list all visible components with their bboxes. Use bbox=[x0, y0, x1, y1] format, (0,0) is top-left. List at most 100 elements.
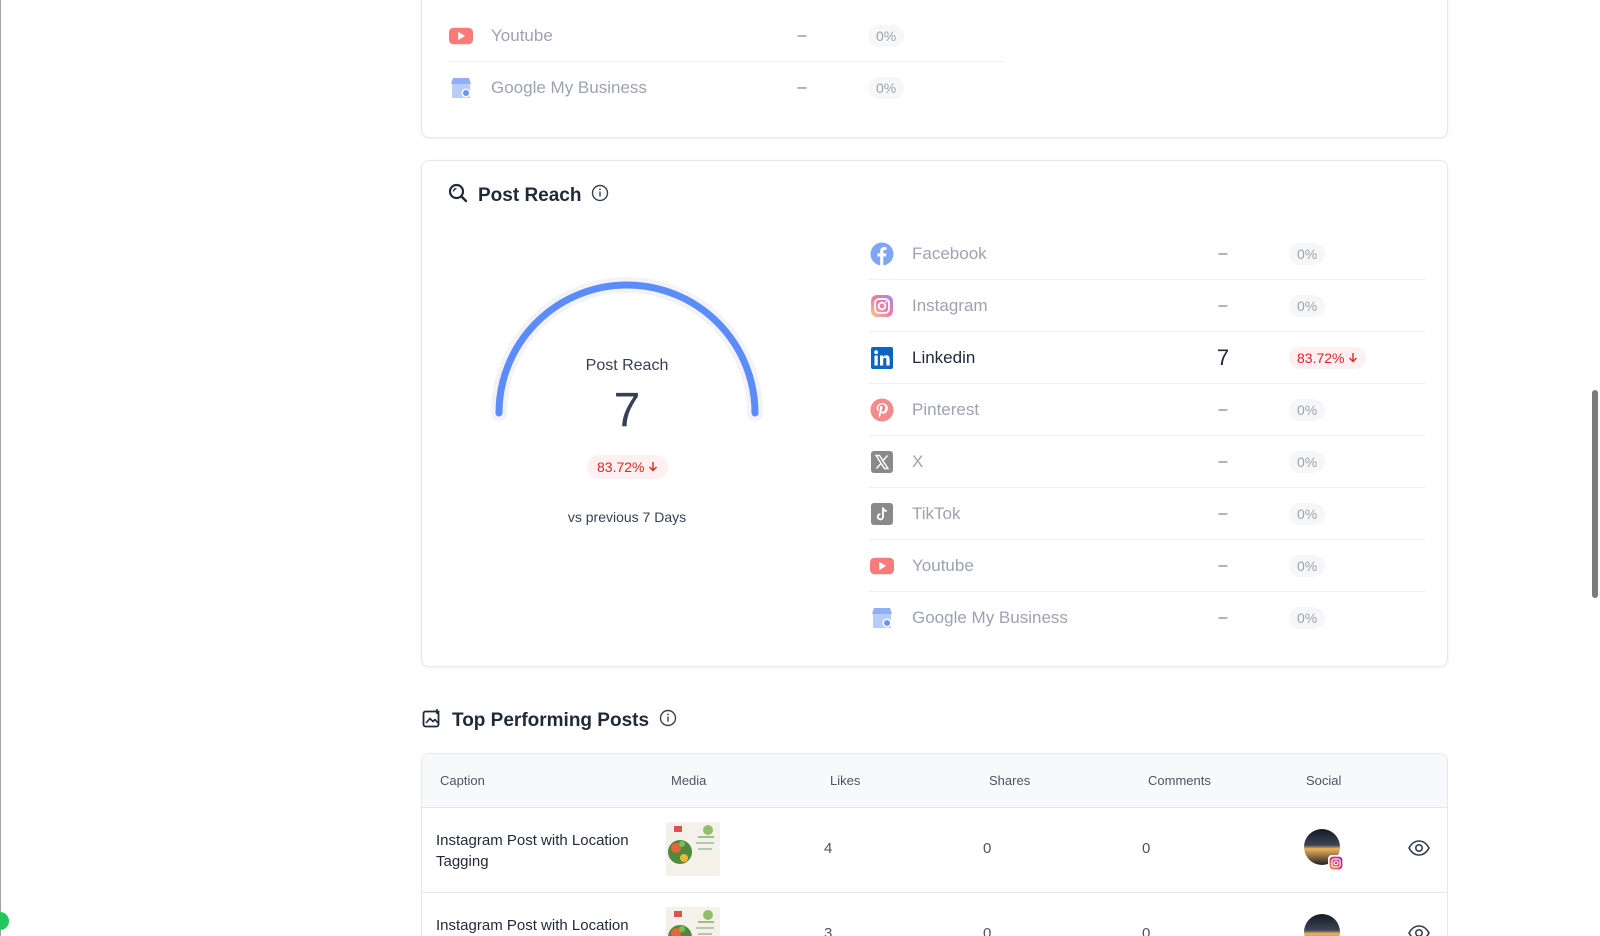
youtube-icon bbox=[449, 24, 473, 48]
platform-name: Google My Business bbox=[491, 78, 647, 97]
account-avatar bbox=[1304, 914, 1340, 936]
platform-row-instagram: Instagram – 0% bbox=[869, 280, 1425, 332]
top-posts-header: Top Performing Posts bbox=[422, 708, 677, 733]
platform-name: Pinterest bbox=[912, 399, 980, 419]
platform-name: Facebook bbox=[912, 243, 987, 263]
section-title: Top Performing Posts bbox=[452, 709, 650, 731]
search-icon bbox=[448, 183, 468, 208]
platform-row-tiktok: TikTok – 0% bbox=[869, 488, 1425, 540]
gauge-label: Post Reach bbox=[585, 357, 669, 374]
gauge-value: 7 bbox=[613, 384, 641, 437]
gauge-compare-text: vs previous 7 Days bbox=[567, 509, 687, 525]
previous-metric-card bbox=[421, 0, 1448, 138]
instagram-icon bbox=[1328, 855, 1344, 871]
platform-change-badge: 0% bbox=[1289, 450, 1326, 473]
platform-value: – bbox=[797, 26, 807, 44]
platform-name: X bbox=[912, 451, 924, 471]
info-icon[interactable] bbox=[659, 709, 677, 732]
platform-name: TikTok bbox=[912, 503, 961, 523]
platform-row-linkedin: Linkedin 7 83.72% bbox=[869, 332, 1425, 384]
platform-value: – bbox=[797, 79, 807, 96]
platform-name: Youtube bbox=[912, 555, 974, 575]
arrow-down-icon bbox=[1348, 350, 1358, 366]
platform-change-badge: 0% bbox=[1289, 607, 1326, 629]
post-caption: Instagram Post with Location Tagging bbox=[436, 832, 629, 870]
platform-name: Instagram bbox=[912, 295, 988, 315]
post-reach-platform-list: Facebook – 0% Instagram – 0% Linkedin 7 … bbox=[869, 228, 1425, 644]
post-likes: 4 bbox=[824, 840, 833, 857]
top-posts-table: Caption Media Likes Shares Comments Soci… bbox=[421, 753, 1448, 936]
platform-row-youtube: Youtube – 0% bbox=[869, 540, 1425, 592]
column-header-social[interactable]: Social bbox=[1306, 773, 1342, 788]
platform-change-badge: 0% bbox=[1289, 502, 1326, 525]
facebook-icon bbox=[870, 242, 894, 266]
platform-value: – bbox=[1218, 452, 1228, 470]
platform-name: Linkedin bbox=[912, 347, 976, 367]
instagram-icon bbox=[870, 294, 894, 318]
pinterest-icon bbox=[870, 397, 894, 422]
post-reach-header: Post Reach bbox=[448, 183, 609, 208]
view-post-eye-icon[interactable] bbox=[1408, 925, 1430, 936]
post-reach-card: Post Reach Post Reach 7 83.72% vs previo… bbox=[421, 160, 1448, 667]
scrollbar-thumb[interactable] bbox=[1592, 390, 1598, 598]
post-shares: 0 bbox=[983, 840, 992, 857]
platform-name: Youtube bbox=[491, 25, 553, 45]
platform-row-google-my-business: Google My Business – 0% bbox=[869, 592, 1425, 644]
platform-value: – bbox=[1218, 609, 1228, 626]
post-media-thumbnail[interactable] bbox=[666, 822, 720, 876]
platform-value: – bbox=[1218, 400, 1228, 418]
gallery-icon bbox=[422, 708, 442, 733]
card-title: Post Reach bbox=[478, 184, 582, 206]
google-my-business-icon bbox=[449, 76, 473, 100]
tiktok-icon bbox=[870, 502, 894, 526]
platform-change-badge: 0% bbox=[868, 24, 905, 47]
post-media-thumbnail[interactable] bbox=[666, 907, 720, 936]
platform-value: – bbox=[1218, 556, 1228, 574]
platform-row-x: X – 0% bbox=[869, 436, 1425, 488]
platform-row-youtube: Youtube – 0% bbox=[448, 10, 1004, 62]
column-header-media[interactable]: Media bbox=[671, 773, 707, 788]
chat-widget-button[interactable] bbox=[0, 912, 9, 930]
platform-value: – bbox=[1218, 504, 1228, 522]
table-row[interactable]: Instagram Post with Location 3 0 0 bbox=[422, 893, 1447, 936]
platform-change-badge: 0% bbox=[868, 77, 905, 99]
column-header-shares[interactable]: Shares bbox=[989, 773, 1031, 788]
platform-value: – bbox=[1218, 244, 1228, 262]
view-post-eye-icon[interactable] bbox=[1408, 840, 1430, 856]
post-shares: 0 bbox=[983, 925, 992, 936]
platform-row-pinterest: Pinterest – 0% bbox=[869, 384, 1425, 436]
platform-value: – bbox=[1218, 296, 1228, 314]
table-row[interactable]: Instagram Post with Location Tagging 4 0… bbox=[422, 808, 1447, 893]
gauge-change-value: 83.72% bbox=[597, 459, 645, 475]
info-icon[interactable] bbox=[591, 184, 609, 207]
post-comments: 0 bbox=[1142, 840, 1151, 857]
platform-change-value: 83.72% bbox=[1297, 349, 1345, 366]
scrollbar[interactable] bbox=[1590, 0, 1600, 936]
platform-change-badge: 0% bbox=[1289, 242, 1326, 265]
table-header: Caption Media Likes Shares Comments Soci… bbox=[422, 754, 1447, 808]
platform-change-badge: 83.72% bbox=[1289, 346, 1367, 369]
left-panel-edge bbox=[0, 0, 1, 936]
linkedin-icon bbox=[870, 346, 894, 370]
platform-change-badge: 0% bbox=[1289, 398, 1326, 421]
gauge-change-badge: 83.72% bbox=[587, 455, 669, 479]
youtube-icon bbox=[870, 554, 894, 578]
platform-value: 7 bbox=[1216, 344, 1230, 370]
google-my-business-icon bbox=[870, 606, 894, 630]
arrow-down-icon bbox=[648, 459, 658, 475]
post-likes: 3 bbox=[824, 925, 833, 936]
platform-name: Google My Business bbox=[912, 608, 1068, 627]
post-reach-gauge bbox=[491, 277, 763, 421]
previous-platform-list: Youtube – 0% Google My Business – 0% bbox=[448, 10, 1004, 114]
platform-change-badge: 0% bbox=[1289, 554, 1326, 577]
column-header-caption[interactable]: Caption bbox=[440, 773, 485, 788]
post-caption: Instagram Post with Location bbox=[436, 917, 629, 934]
platform-change-badge: 0% bbox=[1289, 294, 1326, 317]
column-header-likes[interactable]: Likes bbox=[830, 773, 861, 788]
platform-row-google-my-business: Google My Business – 0% bbox=[448, 62, 1004, 114]
post-comments: 0 bbox=[1142, 925, 1151, 936]
platform-row-facebook: Facebook – 0% bbox=[869, 228, 1425, 280]
gauge-fill bbox=[495, 281, 759, 417]
column-header-comments[interactable]: Comments bbox=[1148, 773, 1211, 788]
x-icon bbox=[870, 450, 894, 474]
